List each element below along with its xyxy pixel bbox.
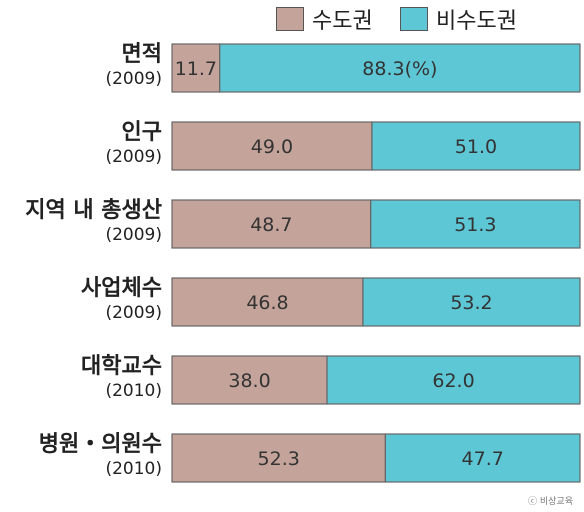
bar-non-capital-1: [371, 121, 581, 171]
bar-non-capital-0: [219, 43, 581, 93]
legend-item-non-capital: 비수도권: [400, 4, 517, 34]
category-name-1: 인구: [121, 120, 162, 145]
category-year-3: (2009): [105, 303, 162, 323]
category-label-1: 인구 (2009): [105, 120, 162, 168]
data-label-non-capital-0: 88.3(%): [362, 58, 437, 80]
data-label-capital-3: 46.8: [246, 292, 288, 314]
category-name-2: 지역 내 총생산: [25, 198, 162, 223]
data-label-capital-5: 52.3: [258, 448, 300, 470]
data-label-capital-2: 48.7: [250, 214, 292, 236]
legend-label-non-capital: 비수도권: [436, 9, 517, 34]
bar-non-capital-3: [362, 277, 581, 327]
category-label-4: 대학교수 (2010): [81, 354, 162, 402]
category-year-2: (2009): [105, 225, 162, 245]
watermark: ⓒ 비상교육: [528, 497, 573, 507]
category-label-5: 병원・의원수 (2010): [39, 432, 162, 480]
legend-swatch-capital: [276, 7, 304, 31]
bar-non-capital-5: [384, 433, 581, 483]
category-label-3: 사업체수 (2009): [81, 276, 162, 324]
bar-capital-3: [171, 277, 364, 327]
bar-non-capital-4: [326, 355, 581, 405]
category-year-0: (2009): [105, 69, 162, 89]
legend-swatch-non-capital: [400, 7, 428, 31]
category-year-1: (2009): [105, 147, 162, 167]
category-name-5: 병원・의원수: [38, 432, 162, 457]
category-name-0: 면적: [121, 42, 162, 67]
data-label-capital-1: 49.0: [251, 136, 293, 158]
bar-capital-5: [171, 433, 386, 483]
bar-capital-1: [171, 121, 373, 171]
category-label-2: 지역 내 총생산 (2009): [25, 198, 162, 246]
legend-label-capital: 수도권: [312, 9, 373, 34]
category-name-4: 대학교수: [81, 354, 162, 379]
bar-capital-4: [171, 355, 328, 405]
data-label-non-capital-3: 53.2: [450, 292, 492, 314]
bar-non-capital-2: [370, 199, 581, 249]
category-year-4: (2010): [105, 381, 162, 401]
category-name-3: 사업체수: [81, 276, 162, 301]
data-label-capital-4: 38.0: [228, 370, 270, 392]
legend-item-capital: 수도권: [276, 4, 373, 34]
category-year-5: (2010): [105, 459, 162, 479]
bar-capital-2: [171, 199, 372, 249]
data-label-non-capital-1: 51.0: [455, 136, 497, 158]
data-label-non-capital-4: 62.0: [432, 370, 474, 392]
data-label-non-capital-2: 51.3: [454, 214, 496, 236]
data-label-non-capital-5: 47.7: [462, 448, 504, 470]
category-label-0: 면적 (2009): [105, 42, 162, 90]
data-label-capital-0: 11.7: [175, 58, 217, 80]
